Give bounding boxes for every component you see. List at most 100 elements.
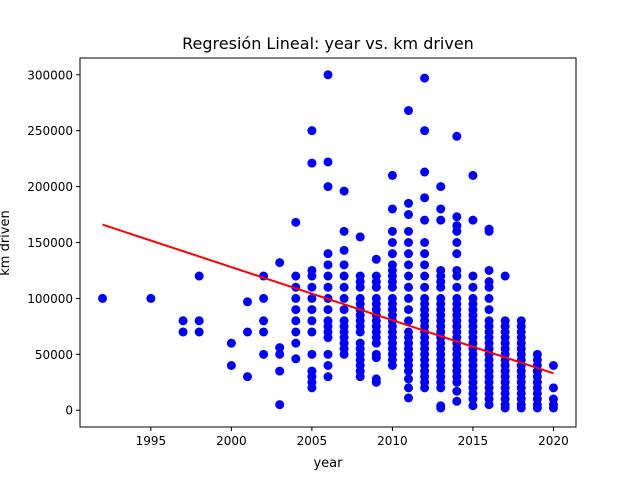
data-point	[275, 366, 285, 376]
y-tick-label: 0	[65, 404, 73, 418]
x-axis-label: year	[313, 456, 343, 471]
data-point	[484, 265, 494, 275]
chart-title: Regresión Lineal: year vs. km driven	[182, 34, 474, 53]
data-point	[436, 215, 446, 225]
data-point	[404, 393, 414, 403]
data-point	[275, 400, 285, 410]
data-point	[291, 338, 301, 348]
data-point	[323, 361, 333, 370]
data-point	[404, 106, 414, 116]
data-point	[387, 238, 397, 247]
regression-line-layer	[102, 223, 554, 375]
data-point	[404, 293, 414, 303]
data-point	[452, 238, 462, 247]
data-point	[291, 354, 301, 364]
scatter-points	[98, 70, 558, 413]
data-point	[500, 403, 510, 413]
data-point	[484, 293, 494, 303]
data-point	[307, 383, 317, 393]
data-point	[323, 271, 333, 281]
data-point	[468, 282, 478, 292]
data-point	[323, 333, 333, 343]
data-point	[452, 377, 462, 387]
data-point	[420, 126, 430, 136]
data-point	[420, 260, 430, 270]
y-tick-label: 150000	[27, 236, 73, 250]
data-point	[404, 226, 414, 236]
data-point	[371, 338, 381, 348]
data-point	[404, 249, 414, 259]
data-point	[323, 157, 333, 167]
data-point	[387, 282, 397, 292]
data-point	[468, 394, 478, 404]
data-point	[436, 403, 446, 413]
data-point	[339, 260, 349, 270]
data-point	[291, 271, 301, 281]
y-tick-label: 50000	[35, 348, 73, 362]
data-point	[452, 396, 462, 406]
data-point	[387, 204, 397, 214]
data-point	[436, 383, 446, 393]
x-axis-ticks: 1995 2000 2005 2010 2015 2020	[136, 427, 569, 448]
data-point	[194, 327, 204, 337]
data-point	[436, 282, 446, 292]
data-point	[404, 316, 414, 326]
y-tick-label: 100000	[27, 292, 73, 306]
data-point	[387, 226, 397, 236]
data-point	[548, 361, 558, 370]
data-point	[484, 400, 494, 410]
data-point	[420, 238, 430, 247]
data-point	[323, 182, 333, 192]
data-point	[259, 293, 269, 303]
data-point	[404, 238, 414, 247]
data-point	[291, 293, 301, 303]
data-point	[436, 204, 446, 214]
x-tick-label: 2010	[377, 434, 408, 448]
data-point	[516, 403, 526, 413]
data-point	[291, 327, 301, 337]
x-tick-label: 2015	[458, 434, 489, 448]
data-point	[420, 271, 430, 281]
data-point	[404, 305, 414, 315]
data-point	[404, 260, 414, 270]
x-tick-label: 2000	[216, 434, 247, 448]
data-point	[355, 372, 365, 382]
data-point	[484, 282, 494, 292]
data-point	[226, 361, 236, 370]
x-tick-label: 2005	[297, 434, 328, 448]
data-point	[146, 293, 156, 303]
data-point	[323, 249, 333, 259]
data-point	[355, 327, 365, 337]
data-point	[307, 126, 317, 136]
y-axis-label: km driven	[0, 210, 13, 275]
data-point	[404, 198, 414, 208]
data-point	[420, 383, 430, 393]
data-point	[323, 349, 333, 359]
data-point	[371, 353, 381, 363]
data-point	[339, 245, 349, 255]
data-point	[404, 374, 414, 384]
data-point	[226, 338, 236, 348]
data-point	[307, 316, 317, 326]
data-point	[307, 158, 317, 168]
data-point	[291, 217, 301, 227]
data-point	[484, 226, 494, 236]
data-point	[291, 305, 301, 315]
data-point	[452, 212, 462, 222]
data-point	[242, 327, 252, 337]
data-point	[355, 282, 365, 292]
data-point	[307, 349, 317, 359]
data-point	[387, 170, 397, 180]
y-tick-label: 200000	[27, 180, 73, 194]
data-point	[468, 215, 478, 225]
data-point	[194, 316, 204, 326]
data-point	[420, 73, 430, 83]
data-point	[420, 193, 430, 203]
data-point	[548, 403, 558, 413]
data-point	[259, 316, 269, 326]
data-point	[436, 182, 446, 192]
data-point	[371, 377, 381, 387]
data-point	[291, 316, 301, 326]
data-point	[323, 260, 333, 270]
x-tick-label: 2020	[538, 434, 569, 448]
